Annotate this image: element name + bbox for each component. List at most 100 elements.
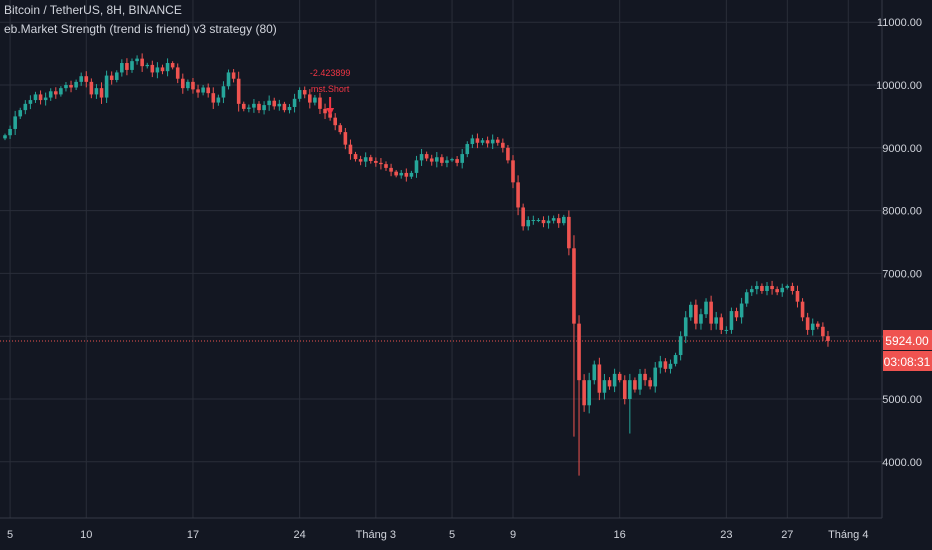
candle-body[interactable] xyxy=(541,220,546,224)
candle[interactable] xyxy=(501,138,505,153)
candle[interactable] xyxy=(424,151,429,162)
candle[interactable] xyxy=(368,154,373,164)
candle-body[interactable] xyxy=(440,157,444,163)
candle[interactable] xyxy=(506,145,510,164)
candle-body[interactable] xyxy=(490,139,495,144)
candle[interactable] xyxy=(343,127,348,150)
candle-body[interactable] xyxy=(74,81,78,88)
candle-body[interactable] xyxy=(485,140,490,144)
candle[interactable] xyxy=(231,69,236,83)
candle[interactable] xyxy=(597,357,602,401)
candle[interactable] xyxy=(658,355,663,374)
candle-body[interactable] xyxy=(445,160,449,163)
candle[interactable] xyxy=(612,368,617,393)
candle[interactable] xyxy=(724,326,729,334)
candle[interactable] xyxy=(795,285,800,308)
candle[interactable] xyxy=(617,371,622,383)
symbol-title[interactable]: Bitcoin / TetherUS, 8H, BINANCE xyxy=(4,3,182,17)
candle-body[interactable] xyxy=(374,160,378,163)
candle-body[interactable] xyxy=(790,285,795,291)
candle-body[interactable] xyxy=(562,216,566,224)
candle[interactable] xyxy=(8,125,12,139)
candle-body[interactable] xyxy=(54,91,58,95)
candle-body[interactable] xyxy=(287,106,292,111)
candle[interactable] xyxy=(521,203,525,231)
candle-body[interactable] xyxy=(419,154,424,161)
candle[interactable] xyxy=(780,283,785,297)
candle[interactable] xyxy=(43,92,48,106)
candle[interactable] xyxy=(257,101,261,114)
candle[interactable] xyxy=(348,139,353,160)
candle-body[interactable] xyxy=(800,301,805,318)
candle-body[interactable] xyxy=(226,72,231,87)
candle-body[interactable] xyxy=(699,314,703,324)
candle[interactable] xyxy=(297,87,302,102)
candle-body[interactable] xyxy=(313,97,317,103)
candle-body[interactable] xyxy=(658,361,663,368)
candle[interactable] xyxy=(714,311,718,330)
candle[interactable] xyxy=(628,373,632,434)
candle-body[interactable] xyxy=(38,94,43,101)
candle[interactable] xyxy=(338,123,343,135)
candle-body[interactable] xyxy=(120,63,124,73)
candle-body[interactable] xyxy=(694,304,698,324)
candle[interactable] xyxy=(633,377,637,393)
candle-body[interactable] xyxy=(734,311,739,318)
candle-body[interactable] xyxy=(241,103,246,109)
candle[interactable] xyxy=(28,95,33,110)
candle[interactable] xyxy=(160,64,165,75)
candle-body[interactable] xyxy=(140,58,144,67)
candle-body[interactable] xyxy=(597,364,602,393)
candle-body[interactable] xyxy=(206,87,210,94)
candle[interactable] xyxy=(709,295,713,331)
candle[interactable] xyxy=(104,70,109,103)
candle[interactable] xyxy=(181,73,185,94)
candle[interactable] xyxy=(150,60,155,78)
candle-body[interactable] xyxy=(816,323,820,327)
candle[interactable] xyxy=(749,285,754,296)
candle[interactable] xyxy=(678,331,683,361)
candle[interactable] xyxy=(572,235,576,437)
candle-body[interactable] xyxy=(343,132,348,145)
candle[interactable] xyxy=(582,374,586,412)
candle[interactable] xyxy=(79,72,83,86)
candle[interactable] xyxy=(94,84,99,99)
candle[interactable] xyxy=(64,81,68,92)
candle[interactable] xyxy=(140,53,144,72)
candle-body[interactable] xyxy=(617,373,622,381)
candle-body[interactable] xyxy=(460,154,464,163)
candle[interactable] xyxy=(450,157,454,162)
candle[interactable] xyxy=(460,149,464,169)
candle-body[interactable] xyxy=(435,157,439,162)
candle-body[interactable] xyxy=(333,117,337,126)
candle-body[interactable] xyxy=(384,164,388,168)
candle[interactable] xyxy=(602,373,607,400)
candle[interactable] xyxy=(267,95,271,111)
candle[interactable] xyxy=(816,321,820,330)
candle-body[interactable] xyxy=(429,158,434,162)
candle[interactable] xyxy=(135,55,139,65)
candle[interactable] xyxy=(48,88,53,101)
candle-body[interactable] xyxy=(714,317,718,324)
candle[interactable] xyxy=(302,86,307,99)
candle[interactable] xyxy=(643,368,647,386)
candle[interactable] xyxy=(435,152,439,168)
candle[interactable] xyxy=(673,352,678,367)
candle-body[interactable] xyxy=(191,81,195,90)
candle[interactable] xyxy=(74,79,78,91)
candle-body[interactable] xyxy=(125,63,129,70)
candle-body[interactable] xyxy=(551,218,556,221)
candle-body[interactable] xyxy=(704,301,708,315)
candle-body[interactable] xyxy=(683,317,688,337)
candle[interactable] xyxy=(394,169,398,178)
candle-body[interactable] xyxy=(13,116,17,129)
candle[interactable] xyxy=(556,213,561,228)
candle-body[interactable] xyxy=(536,220,541,222)
candle-body[interactable] xyxy=(64,85,68,89)
candle[interactable] xyxy=(186,79,190,91)
candle-body[interactable] xyxy=(3,135,7,139)
candle-body[interactable] xyxy=(414,160,419,173)
candle-body[interactable] xyxy=(638,373,642,390)
candle-body[interactable] xyxy=(506,147,510,161)
candle-body[interactable] xyxy=(257,103,261,111)
